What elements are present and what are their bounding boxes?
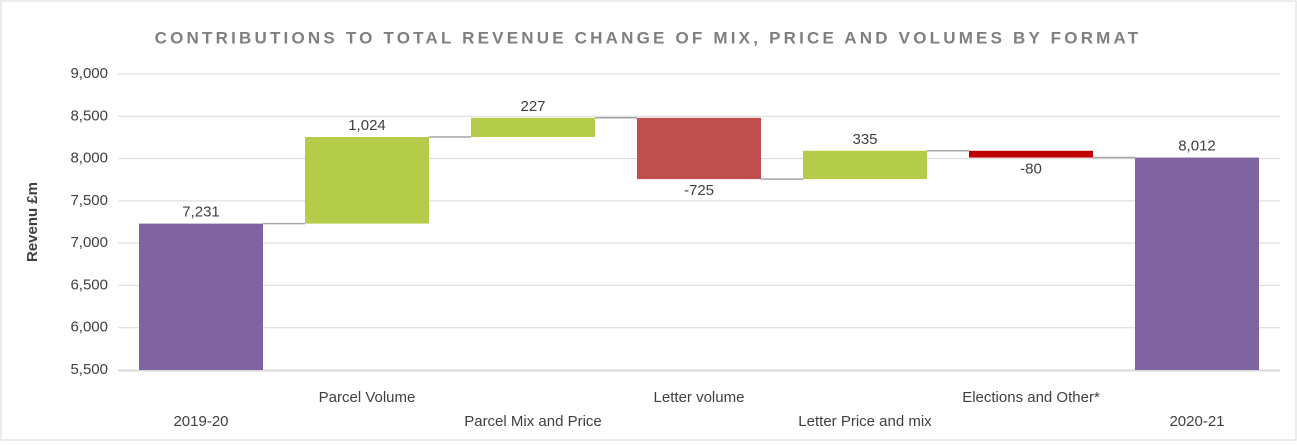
x-tick-label: Letter Price and mix bbox=[798, 413, 932, 430]
x-tick-label: 2019-20 bbox=[173, 413, 228, 430]
y-tick-label: 6,500 bbox=[70, 276, 108, 293]
data-label: 227 bbox=[520, 98, 545, 115]
y-tick-label: 8,500 bbox=[70, 107, 108, 124]
y-tick-label: 7,000 bbox=[70, 234, 108, 251]
bar bbox=[637, 117, 761, 180]
bar bbox=[139, 223, 263, 370]
y-tick-label: 6,000 bbox=[70, 319, 108, 336]
data-label: 7,231 bbox=[182, 204, 220, 221]
y-tick-label: 5,500 bbox=[70, 361, 108, 378]
bar bbox=[1135, 157, 1259, 370]
data-label: 1,024 bbox=[348, 117, 386, 134]
bar bbox=[305, 137, 429, 224]
y-tick-label: 8,000 bbox=[70, 150, 108, 167]
bar bbox=[803, 150, 927, 180]
x-tick-label: Letter volume bbox=[654, 389, 745, 406]
data-label: 8,012 bbox=[1178, 138, 1216, 155]
x-tick-label: Elections and Other* bbox=[962, 389, 1100, 406]
bar bbox=[969, 150, 1093, 158]
y-tick-label: 9,000 bbox=[70, 65, 108, 82]
data-label: -80 bbox=[1020, 161, 1042, 178]
data-label: -725 bbox=[684, 182, 714, 199]
x-tick-label: 2020-21 bbox=[1169, 413, 1224, 430]
y-axis-label: Revenu £m bbox=[24, 182, 41, 262]
data-label: 335 bbox=[852, 131, 877, 148]
chart-title: CONTRIBUTIONS TO TOTAL REVENUE CHANGE OF… bbox=[155, 28, 1142, 47]
x-tick-label: Parcel Mix and Price bbox=[464, 413, 602, 430]
bar bbox=[471, 117, 595, 138]
x-tick-label: Parcel Volume bbox=[319, 389, 416, 406]
y-tick-label: 7,500 bbox=[70, 192, 108, 209]
